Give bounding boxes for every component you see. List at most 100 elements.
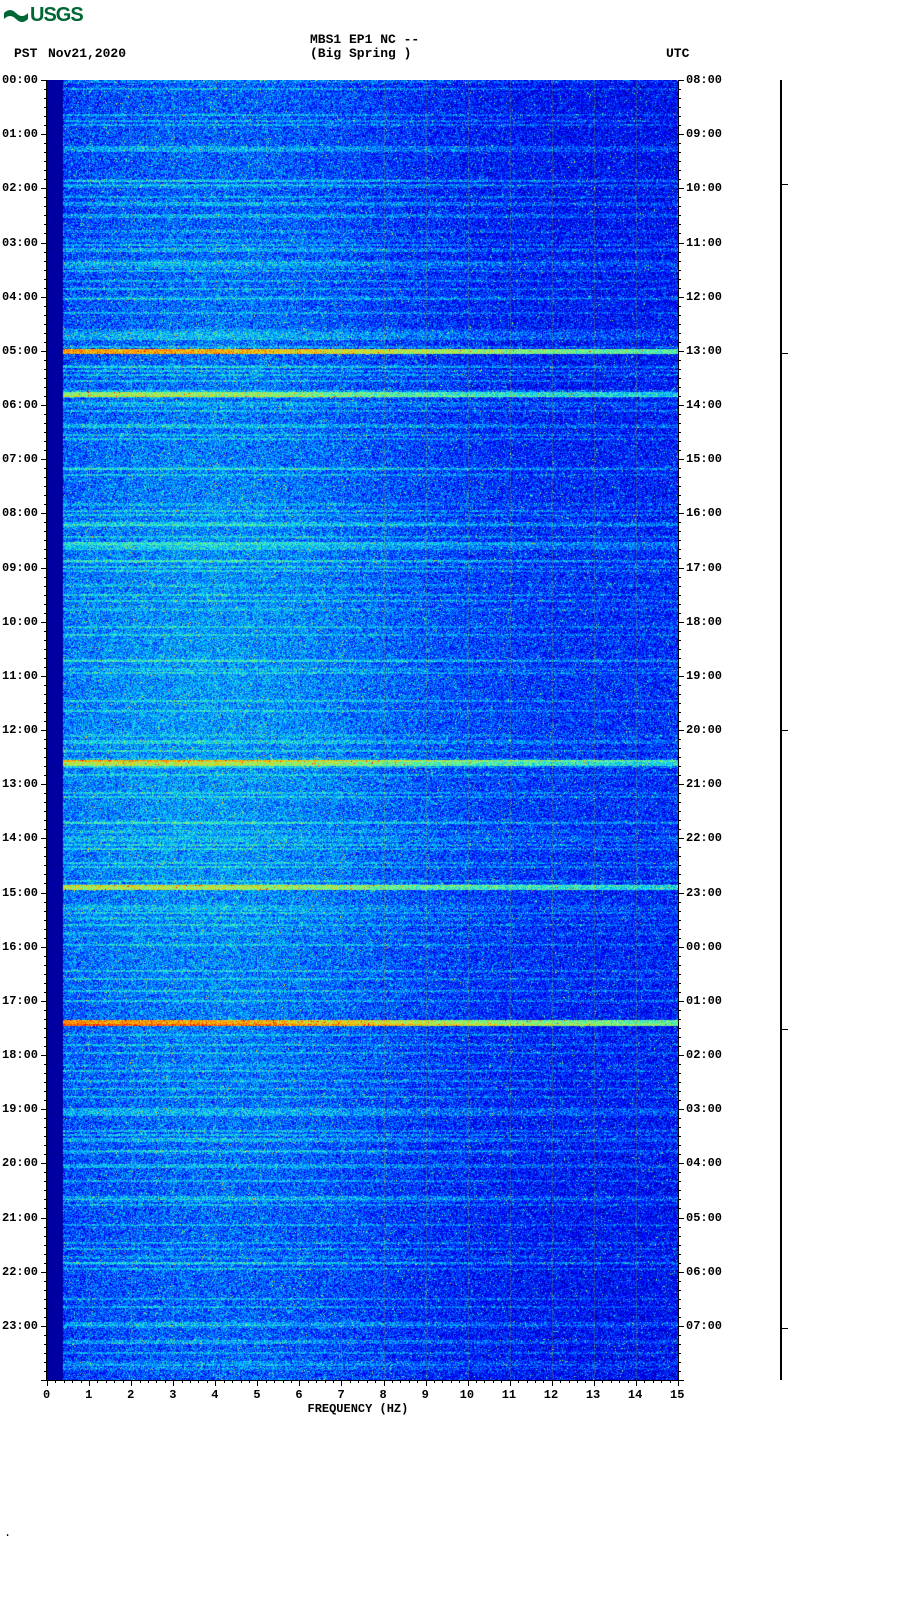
xticklabel: 0	[43, 1388, 50, 1402]
yticklabel-right: 22:00	[686, 831, 722, 845]
yticklabel-right: 13:00	[686, 344, 722, 358]
xticklabel: 10	[460, 1388, 474, 1402]
yticklabel-right: 10:00	[686, 181, 722, 195]
yticklabel-right: 18:00	[686, 615, 722, 629]
yticklabel-right: 09:00	[686, 127, 722, 141]
yticklabel-right: 23:00	[686, 886, 722, 900]
yticklabel-right: 19:00	[686, 669, 722, 683]
xtick-minor	[165, 1380, 166, 1383]
right-bar-notch	[782, 1328, 788, 1329]
yticklabel-left: 10:00	[2, 615, 38, 629]
yticklabel-left: 14:00	[2, 831, 38, 845]
yticklabel-right: 14:00	[686, 398, 722, 412]
spectrogram-plot	[47, 80, 678, 1380]
xtick	[131, 1380, 132, 1386]
yticklabel-right: 06:00	[686, 1265, 722, 1279]
xtick-minor	[232, 1380, 233, 1383]
xtick-minor	[64, 1380, 65, 1383]
yticklabel-left: 04:00	[2, 290, 38, 304]
yticklabel-left: 21:00	[2, 1211, 38, 1225]
xtick-minor	[628, 1380, 629, 1383]
xticklabel: 5	[253, 1388, 260, 1402]
xticklabel: 4	[211, 1388, 218, 1402]
tz-left-label: PST	[14, 46, 37, 61]
yticklabel-right: 16:00	[686, 506, 722, 520]
xtick-minor	[569, 1380, 570, 1383]
xticklabel: 9	[422, 1388, 429, 1402]
xtick-minor	[400, 1380, 401, 1383]
xtick-minor	[560, 1380, 561, 1383]
yticklabel-right: 02:00	[686, 1048, 722, 1062]
xtick	[89, 1380, 90, 1386]
yticklabel-right: 07:00	[686, 1319, 722, 1333]
xticklabel: 6	[295, 1388, 302, 1402]
xtick-minor	[484, 1380, 485, 1383]
yticklabel-left: 19:00	[2, 1102, 38, 1116]
xtick-minor	[367, 1380, 368, 1383]
yticklabel-right: 00:00	[686, 940, 722, 954]
location-label: (Big Spring )	[310, 46, 411, 61]
xtick-minor	[585, 1380, 586, 1383]
xtick-minor	[417, 1380, 418, 1383]
xtick-minor	[283, 1380, 284, 1383]
yticklabel-left: 07:00	[2, 452, 38, 466]
yticklabel-left: 11:00	[2, 669, 38, 683]
xtick-minor	[241, 1380, 242, 1383]
tz-right-label: UTC	[666, 46, 689, 61]
xtick-minor	[72, 1380, 73, 1383]
yticklabel-left: 15:00	[2, 886, 38, 900]
xtick-minor	[661, 1380, 662, 1383]
xtick-minor	[97, 1380, 98, 1383]
xtick-minor	[518, 1380, 519, 1383]
xtick-minor	[81, 1380, 82, 1383]
xtick	[299, 1380, 300, 1386]
xtick-minor	[358, 1380, 359, 1383]
xtick-minor	[619, 1380, 620, 1383]
xtick-minor	[266, 1380, 267, 1383]
xtick-minor	[442, 1380, 443, 1383]
yticklabel-left: 06:00	[2, 398, 38, 412]
xtick-minor	[476, 1380, 477, 1383]
xtick	[173, 1380, 174, 1386]
xtick-minor	[459, 1380, 460, 1383]
yticklabel-right: 05:00	[686, 1211, 722, 1225]
xtick-minor	[308, 1380, 309, 1383]
xtick-minor	[207, 1380, 208, 1383]
xtick	[341, 1380, 342, 1386]
footer-mark: .	[4, 1526, 11, 1540]
xtick	[257, 1380, 258, 1386]
yticklabel-right: 21:00	[686, 777, 722, 791]
yticklabel-left: 00:00	[2, 73, 38, 87]
yticklabel-left: 18:00	[2, 1048, 38, 1062]
yticklabel-left: 03:00	[2, 236, 38, 250]
xtick-minor	[451, 1380, 452, 1383]
xtick-minor	[644, 1380, 645, 1383]
right-bar-notch	[782, 1029, 788, 1030]
xtick-minor	[274, 1380, 275, 1383]
xtick-minor	[611, 1380, 612, 1383]
xtick-minor	[198, 1380, 199, 1383]
xtick-minor	[493, 1380, 494, 1383]
xticklabel: 7	[337, 1388, 344, 1402]
xtick-minor	[392, 1380, 393, 1383]
xtick	[426, 1380, 427, 1386]
wave-icon	[4, 7, 28, 25]
xtick-minor	[434, 1380, 435, 1383]
xtick-minor	[249, 1380, 250, 1383]
y-axis-right-line	[678, 80, 679, 1380]
yticklabel-right: 17:00	[686, 561, 722, 575]
xtick-minor	[653, 1380, 654, 1383]
usgs-logo: USGS	[4, 4, 83, 27]
yticklabel-left: 02:00	[2, 181, 38, 195]
yticklabel-right: 04:00	[686, 1156, 722, 1170]
xticklabel: 8	[380, 1388, 387, 1402]
xtick-minor	[325, 1380, 326, 1383]
yticklabel-left: 12:00	[2, 723, 38, 737]
xtick-minor	[527, 1380, 528, 1383]
xtick-minor	[224, 1380, 225, 1383]
xtick-minor	[156, 1380, 157, 1383]
yticklabel-left: 16:00	[2, 940, 38, 954]
right-bar-notch	[782, 353, 788, 354]
yticklabel-right: 08:00	[686, 73, 722, 87]
yticklabel-left: 22:00	[2, 1265, 38, 1279]
